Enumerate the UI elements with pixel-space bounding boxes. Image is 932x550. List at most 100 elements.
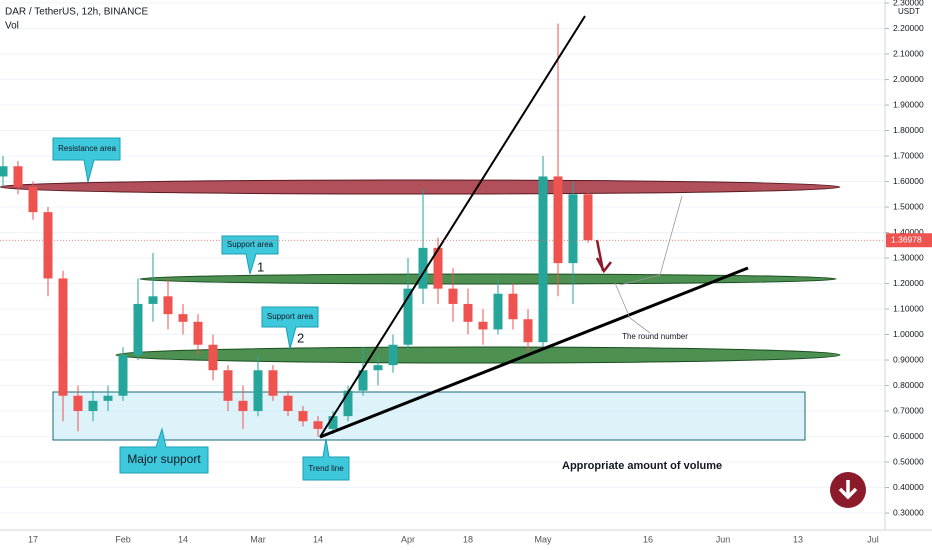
x-tick-label: 17 bbox=[28, 534, 38, 544]
subtitle: Vol bbox=[5, 21, 19, 32]
callout bbox=[221, 235, 279, 275]
y-tick-label: 0.80000 bbox=[893, 380, 924, 390]
candle-body bbox=[193, 321, 203, 345]
y-tick-label: 0.60000 bbox=[893, 431, 924, 441]
y-tick-label: 0.50000 bbox=[893, 456, 924, 466]
candle-body bbox=[238, 400, 248, 412]
callout bbox=[119, 427, 209, 474]
candle-body bbox=[418, 247, 428, 289]
candle-body bbox=[13, 166, 23, 187]
candle-body bbox=[508, 293, 518, 320]
x-tick-label: 14 bbox=[178, 534, 188, 544]
y-tick-label: 2.10000 bbox=[893, 48, 924, 58]
y-tick-label: 2.20000 bbox=[893, 23, 924, 33]
candle-body bbox=[43, 212, 53, 279]
candle-body bbox=[58, 278, 68, 396]
annotation: The round number bbox=[622, 332, 688, 341]
candle-body bbox=[28, 186, 38, 213]
candle-body bbox=[583, 194, 593, 241]
candle-body bbox=[538, 176, 548, 343]
y-tick-label: 2.00000 bbox=[893, 74, 924, 84]
x-tick-label: 18 bbox=[463, 534, 473, 544]
x-tick-label: May bbox=[534, 534, 552, 544]
y-tick-label: 1.50000 bbox=[893, 201, 924, 211]
x-tick-label: Mar bbox=[250, 534, 266, 544]
candle-body bbox=[253, 370, 263, 412]
support-zone-2 bbox=[115, 346, 841, 364]
annotation: Appropriate amount of volume bbox=[562, 460, 722, 472]
annotation: Trend line bbox=[308, 464, 344, 473]
annotation: Support area bbox=[227, 240, 274, 249]
down-arrow bbox=[595, 257, 612, 274]
candle-body bbox=[373, 365, 383, 371]
y-tick-label: 0.40000 bbox=[893, 482, 924, 492]
support-box bbox=[52, 391, 806, 441]
y-tick-label: 1.10000 bbox=[893, 303, 924, 313]
candle-body bbox=[343, 390, 353, 417]
annotation: 2 bbox=[297, 330, 304, 345]
candle-body bbox=[313, 421, 323, 429]
x-tick-label: Jun bbox=[716, 534, 731, 544]
projection bbox=[614, 282, 651, 334]
candle-body bbox=[328, 416, 338, 429]
candle-body bbox=[208, 344, 218, 371]
x-tick-label: Apr bbox=[401, 534, 415, 544]
candle-body bbox=[178, 314, 188, 322]
y-tick-label: 1.40000 bbox=[893, 227, 924, 237]
x-tick-label: 13 bbox=[793, 534, 803, 544]
candle-body bbox=[523, 319, 533, 343]
candle-body bbox=[403, 288, 413, 345]
x-tick-label: 16 bbox=[643, 534, 653, 544]
candle-body bbox=[433, 247, 443, 289]
candle-body bbox=[163, 296, 173, 315]
down-icon-arrow bbox=[838, 480, 858, 500]
candle-body bbox=[133, 303, 143, 355]
projection bbox=[619, 195, 683, 286]
annotation: 1 bbox=[257, 259, 264, 274]
last-price-box bbox=[886, 233, 932, 248]
candle-body bbox=[358, 370, 368, 391]
callout bbox=[302, 438, 350, 481]
annotation: Support area bbox=[267, 312, 314, 321]
y-tick-label: 1.00000 bbox=[893, 329, 924, 339]
y-tick-label: 1.80000 bbox=[893, 125, 924, 135]
candle-body bbox=[463, 303, 473, 322]
x-tick-label: 14 bbox=[313, 534, 323, 544]
candle-body bbox=[298, 411, 308, 422]
y-tick-label: 1.70000 bbox=[893, 150, 924, 160]
candle-body bbox=[448, 288, 458, 304]
down-arrow bbox=[595, 239, 605, 272]
candle-body bbox=[88, 400, 98, 412]
candle-body bbox=[388, 344, 398, 366]
trend-line bbox=[319, 266, 749, 439]
candle-body bbox=[0, 166, 8, 177]
y-tick-label: 0.70000 bbox=[893, 405, 924, 415]
support-zone-1 bbox=[139, 273, 837, 285]
resistance-zone bbox=[0, 179, 841, 195]
last-price-label: 1.36978 bbox=[891, 235, 922, 245]
candles bbox=[0, 23, 593, 437]
y-tick-label: 2.30000 bbox=[893, 0, 924, 7]
y-tick-label: 0.30000 bbox=[893, 507, 924, 517]
callout bbox=[261, 306, 319, 350]
chart-title: DAR / TetherUS, 12h, BINANCE bbox=[5, 7, 149, 18]
candle-body bbox=[268, 370, 278, 396]
candle-body bbox=[553, 176, 563, 264]
y-tick-label: 1.90000 bbox=[893, 99, 924, 109]
trend-line-steep bbox=[319, 15, 586, 438]
candle-body bbox=[568, 194, 578, 264]
candle-body bbox=[478, 321, 488, 330]
y-tick-label: 0.90000 bbox=[893, 354, 924, 364]
candle-body bbox=[223, 370, 233, 401]
candle-body bbox=[103, 395, 113, 401]
y-tick-label: 1.30000 bbox=[893, 252, 924, 262]
x-tick-label: Jul bbox=[867, 534, 879, 544]
y-axis-label: USDT bbox=[898, 7, 920, 16]
annotation: Resistance area bbox=[58, 144, 116, 153]
y-tick-label: 1.20000 bbox=[893, 278, 924, 288]
y-tick-label: 1.60000 bbox=[893, 176, 924, 186]
candle-body bbox=[493, 293, 503, 330]
candle-body bbox=[73, 395, 83, 412]
